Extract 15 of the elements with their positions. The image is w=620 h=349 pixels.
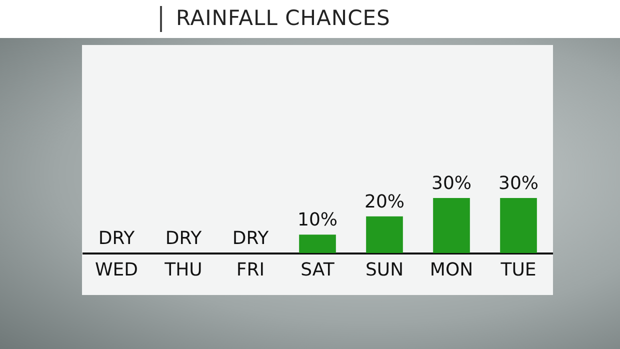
chart-title: RAINFALL CHANCES [176,6,390,30]
x-tick-label: WED [94,260,138,280]
data-label: 30% [431,173,472,194]
data-label: DRY [98,228,136,249]
x-tick-label: MON [430,260,474,280]
x-tick-label: THU [164,260,202,280]
data-label: 30% [498,173,539,194]
data-label: 10% [297,210,338,231]
x-tick-label: SAT [300,260,336,280]
data-label: DRY [165,228,203,249]
x-tick-label: TUE [500,260,536,280]
data-label: 20% [364,191,405,212]
data-label: DRY [232,228,270,249]
x-tick-label: SUN [365,260,404,280]
x-tick-label: FRI [236,260,265,280]
